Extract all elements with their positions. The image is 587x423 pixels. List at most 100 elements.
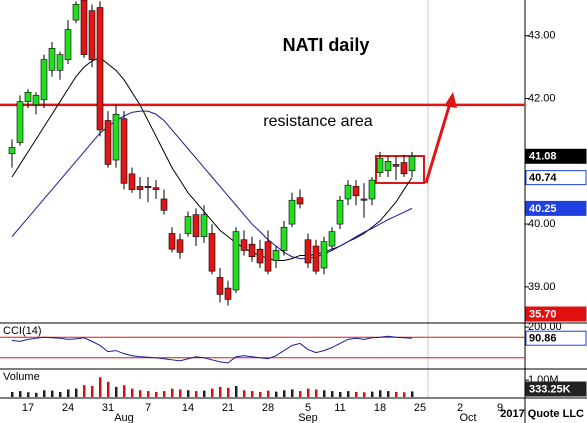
volume-bar (139, 390, 142, 397)
volume-bar (387, 391, 390, 397)
source: 2017 Quote LLC (500, 408, 584, 420)
moving-average (11, 110, 413, 260)
volume-bar (243, 390, 246, 397)
x-tick-label: 25 (414, 402, 426, 414)
volume-bar (339, 391, 342, 397)
volume-bar (283, 390, 286, 397)
annotation: resistance area (263, 113, 372, 130)
volume-bar (379, 390, 382, 397)
price-label-box (525, 306, 587, 322)
x-tick-label: 14 (182, 402, 194, 414)
x-tick-label: 11 (334, 402, 345, 414)
candle-body (128, 173, 136, 190)
candle-body (312, 245, 320, 272)
volume-bar (259, 391, 262, 397)
chart-title: NATI daily (283, 35, 370, 55)
candle-body (176, 239, 184, 253)
volume-bar (19, 391, 22, 397)
price-label-box (525, 381, 587, 397)
candle-body (264, 241, 272, 272)
candle-body (104, 120, 112, 165)
volume-bar (195, 391, 198, 397)
price-label-box (525, 330, 587, 346)
price-label-box (525, 148, 587, 164)
candle-body (24, 91, 32, 102)
volume-bar (315, 389, 318, 397)
candle-body (280, 226, 288, 251)
price-label-box (525, 200, 587, 216)
volume-bar (411, 391, 414, 397)
candle-body (80, 0, 88, 55)
volume-bar (251, 391, 254, 397)
x-tick-label: 28 (262, 402, 274, 414)
candle-body (16, 101, 24, 143)
volume-bar (131, 388, 134, 397)
candle-body (328, 231, 336, 247)
candle-body (56, 54, 64, 71)
volume-bar (275, 391, 278, 397)
volume-bar (299, 391, 302, 397)
candle-body (208, 233, 216, 272)
candle-body (384, 161, 392, 172)
y-tick-label: 43.00 (528, 30, 556, 42)
candle-body (408, 155, 416, 172)
candle-body (200, 214, 208, 237)
volume-bar (35, 392, 38, 397)
candle-body (368, 179, 376, 200)
volume-bar (163, 391, 166, 397)
volume-bar (75, 388, 78, 397)
candle-body (272, 250, 280, 261)
candle-body (240, 239, 248, 251)
volume-bar (67, 389, 70, 397)
x-tick-label: 2 (457, 402, 463, 414)
volume-bar (43, 390, 46, 397)
candle-body (392, 164, 400, 167)
arrow (424, 99, 453, 184)
candle-body (64, 29, 72, 60)
volume-bar (99, 377, 102, 397)
y-tick-label: 200.00 (528, 321, 562, 333)
volume-bar (211, 388, 214, 397)
volume-bar (403, 392, 406, 397)
candle-body (320, 241, 328, 269)
candle-body (400, 162, 408, 175)
volume-bar (347, 391, 350, 397)
x-tick-label: 9 (497, 402, 503, 414)
volume-bar (11, 391, 14, 397)
candle-body (48, 48, 56, 71)
candle-body (152, 187, 160, 190)
volume-bar (323, 390, 326, 397)
y-tick-label: 40.00 (528, 218, 556, 230)
volume-bar (179, 389, 182, 397)
month-label: Oct (459, 412, 476, 423)
candle-body (224, 287, 232, 300)
candle-body (184, 216, 192, 234)
candle-body (296, 197, 304, 205)
candle-body (376, 157, 384, 173)
candle-body (344, 184, 352, 200)
candle-body (304, 239, 312, 264)
volume-bar (107, 381, 110, 397)
candle-body (248, 243, 256, 258)
price-label: 35.70 (529, 308, 557, 320)
volume-bar (235, 386, 238, 397)
price-label: 40.74 (529, 172, 557, 184)
candle-body (40, 59, 48, 101)
candle-body (112, 113, 120, 161)
volume-bar (331, 391, 334, 397)
price-label: 90.86 (529, 333, 557, 345)
volume-bar (363, 392, 366, 397)
panel-title: Volume (3, 371, 40, 383)
volume-bar (371, 391, 374, 397)
volume-bar (115, 386, 118, 397)
range-box (375, 155, 425, 184)
candle-body (160, 198, 168, 211)
candle-body (88, 10, 96, 60)
price-label-box (525, 170, 587, 186)
month-label: Aug (114, 412, 134, 423)
candle-body (232, 231, 240, 291)
price-label: 40.25 (529, 203, 557, 215)
volume-bar (123, 385, 126, 397)
x-tick-label: 7 (145, 402, 151, 414)
volume-bar (267, 390, 270, 397)
